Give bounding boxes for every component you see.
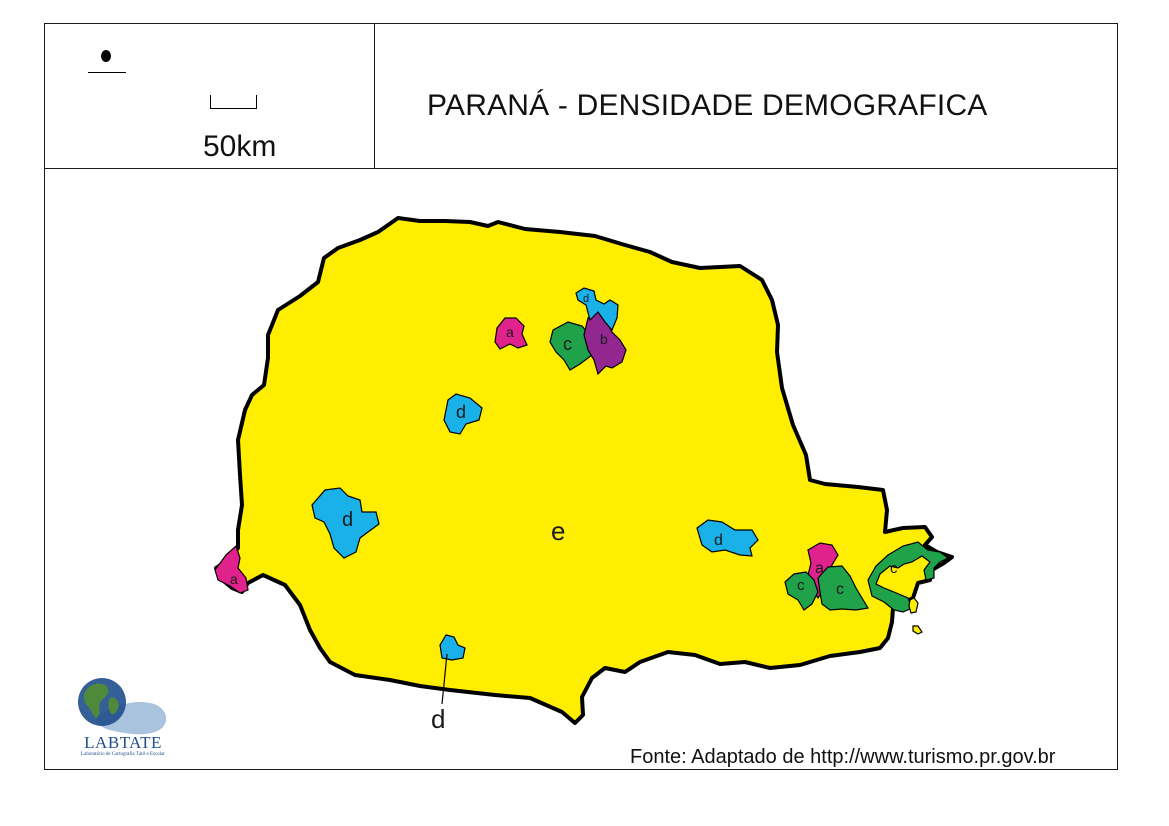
region-e-main bbox=[214, 216, 954, 725]
map-title: PARANÁ - DENSIDADE DEMOGRAFICA bbox=[427, 89, 988, 122]
header-divider bbox=[44, 168, 1118, 169]
d-south-leader-line bbox=[441, 653, 448, 705]
north-arrow-icon bbox=[101, 50, 111, 62]
region-c-east-2 bbox=[817, 565, 869, 611]
island-1 bbox=[908, 597, 919, 614]
scale-bar bbox=[210, 95, 257, 109]
globe-land bbox=[83, 683, 109, 718]
region-d-north bbox=[575, 287, 619, 332]
source-credit: Fonte: Adaptado de http://www.turismo.pr… bbox=[630, 746, 1056, 768]
label-c-east-1: c bbox=[797, 577, 805, 594]
label-d-north: d bbox=[583, 293, 589, 305]
label-b-north: b bbox=[600, 331, 608, 347]
globe-land-2 bbox=[108, 697, 119, 715]
label-d-east: d bbox=[714, 532, 723, 549]
label-a-east: a bbox=[815, 560, 824, 577]
label-d-west: d bbox=[342, 509, 353, 531]
label-e-main: e bbox=[551, 516, 565, 546]
region-a-north bbox=[494, 317, 528, 350]
region-c-east-1 bbox=[784, 571, 819, 611]
logo-name: LABTATE bbox=[84, 733, 162, 752]
labtate-globe-hand-logo bbox=[78, 678, 167, 735]
region-d-center bbox=[443, 393, 483, 435]
region-d-south bbox=[439, 634, 466, 661]
island-2 bbox=[912, 625, 923, 635]
scale-label: 50km bbox=[203, 130, 277, 163]
legend-divider bbox=[374, 23, 375, 169]
region-d-west bbox=[311, 487, 380, 559]
label-d-south: d bbox=[431, 704, 445, 734]
label-c-north: c bbox=[563, 334, 572, 354]
label-d-center: d bbox=[456, 402, 466, 422]
logo-tagline: Laboratório de Cartografia Tátil e Escol… bbox=[81, 752, 165, 757]
label-c-east-2: c bbox=[836, 581, 844, 598]
region-d-east bbox=[696, 519, 759, 557]
label-a-north: a bbox=[506, 324, 514, 340]
label-a-west: a bbox=[230, 571, 238, 587]
north-arrow-base bbox=[88, 72, 126, 73]
label-c-coast: c bbox=[890, 560, 898, 577]
map-frame bbox=[44, 23, 1118, 770]
region-a-west bbox=[214, 544, 249, 594]
